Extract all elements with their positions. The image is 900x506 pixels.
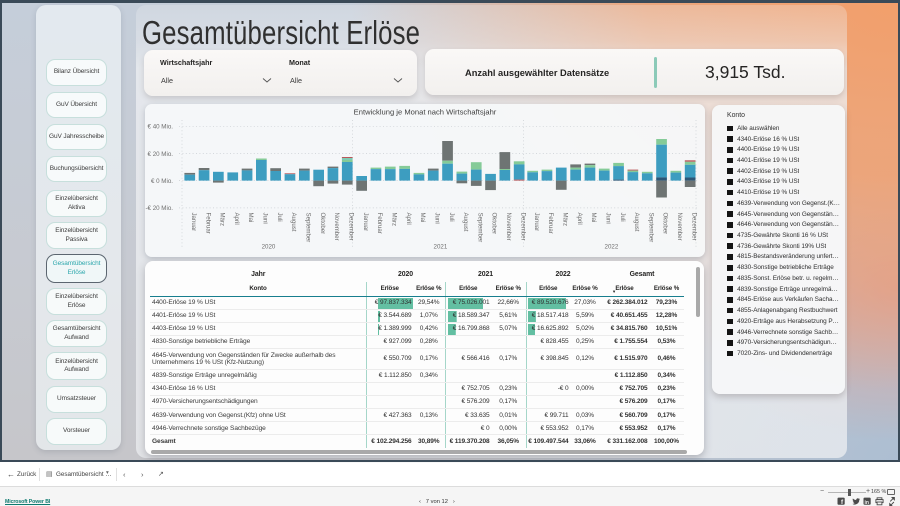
- svg-text:September: September: [476, 213, 483, 243]
- svg-text:September: September: [305, 213, 312, 243]
- svg-text:März: März: [391, 213, 398, 227]
- svg-text:Mai: Mai: [247, 213, 254, 223]
- svg-text:Juli: Juli: [448, 213, 455, 222]
- svg-text:2022: 2022: [605, 244, 619, 251]
- svg-text:Februar: Februar: [547, 213, 554, 234]
- svg-text:August: August: [290, 213, 297, 232]
- svg-text:f: f: [841, 499, 844, 506]
- svg-text:April: April: [405, 213, 412, 225]
- svg-text:Entwicklung je Monat nach Wirt: Entwicklung je Monat nach Wirtschaftsjah…: [354, 108, 497, 117]
- svg-text:August: August: [462, 213, 469, 232]
- svg-text:Oktober: Oktober: [319, 213, 326, 235]
- svg-text:März: März: [562, 213, 569, 227]
- svg-text:Juni: Juni: [604, 213, 611, 224]
- svg-text:-€ 20 Mio.: -€ 20 Mio.: [145, 205, 173, 212]
- svg-text:2020: 2020: [262, 244, 276, 251]
- svg-text:€ 20 Mio.: € 20 Mio.: [148, 151, 174, 158]
- svg-text:März: März: [219, 213, 226, 227]
- svg-text:November: November: [505, 213, 512, 241]
- svg-text:in: in: [865, 500, 869, 506]
- svg-text:Februar: Februar: [376, 213, 383, 234]
- svg-text:April: April: [233, 213, 240, 225]
- svg-text:Mai: Mai: [419, 213, 426, 223]
- svg-text:Juli: Juli: [276, 213, 283, 222]
- svg-text:€ 0 Mio.: € 0 Mio.: [151, 178, 173, 185]
- svg-text:Januar: Januar: [190, 213, 197, 232]
- svg-text:Juli: Juli: [619, 213, 626, 222]
- svg-text:Oktober: Oktober: [491, 213, 498, 235]
- svg-text:2021: 2021: [434, 244, 448, 251]
- svg-text:Mai: Mai: [590, 213, 597, 223]
- svg-text:Januar: Januar: [533, 213, 540, 232]
- svg-text:Februar: Februar: [204, 213, 211, 234]
- svg-text:Januar: Januar: [362, 213, 369, 232]
- svg-text:August: August: [633, 213, 640, 232]
- svg-text:Juni: Juni: [262, 213, 269, 224]
- svg-text:April: April: [576, 213, 583, 225]
- svg-text:Dezember: Dezember: [348, 213, 355, 241]
- svg-text:€ 40 Mio.: € 40 Mio.: [148, 124, 174, 131]
- svg-text:Dezember: Dezember: [690, 213, 697, 241]
- svg-text:September: September: [647, 213, 654, 243]
- svg-text:Oktober: Oktober: [662, 213, 669, 235]
- svg-text:Dezember: Dezember: [519, 213, 526, 241]
- svg-text:November: November: [333, 213, 340, 241]
- svg-text:November: November: [676, 213, 683, 241]
- svg-text:Juni: Juni: [433, 213, 440, 224]
